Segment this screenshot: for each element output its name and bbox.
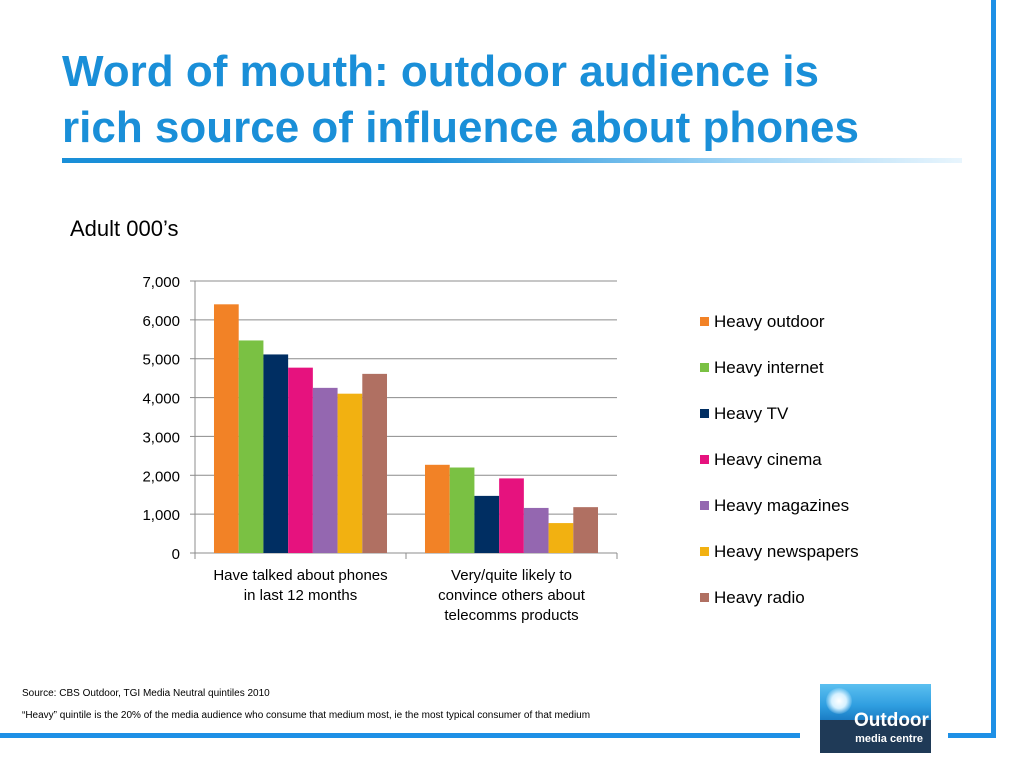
bar [424, 464, 450, 553]
bar [288, 367, 313, 553]
y-tick-label: 0 [172, 546, 180, 563]
slide-border-bottom-right [948, 733, 996, 738]
bar [573, 507, 599, 553]
x-category-label: convince others about [438, 587, 586, 604]
legend-swatch [700, 455, 709, 464]
legend-swatch [700, 317, 709, 326]
y-tick-label: 7,000 [142, 274, 180, 291]
bar [238, 340, 264, 553]
legend-item: Heavy radio [700, 588, 859, 634]
bar [263, 354, 289, 553]
logo-light-icon [826, 688, 852, 714]
legend-label: Heavy magazines [714, 496, 850, 515]
source-note: Source: CBS Outdoor, TGI Media Neutral q… [22, 688, 270, 699]
slide-border-bottom [0, 733, 800, 738]
y-tick-label: 3,000 [142, 429, 180, 446]
bar [499, 478, 524, 553]
legend-item: Heavy TV [700, 404, 859, 450]
legend-label: Heavy TV [714, 404, 789, 423]
bar [362, 373, 388, 553]
y-tick-label: 5,000 [142, 352, 180, 369]
slide-border-right [991, 0, 996, 738]
x-category-label: Very/quite likely to [451, 567, 572, 584]
bar [523, 507, 549, 553]
bar [312, 387, 338, 553]
y-tick-label: 1,000 [142, 507, 180, 524]
logo-tagline: media centre [855, 733, 923, 745]
y-tick-label: 2,000 [142, 468, 180, 485]
legend-label: Heavy radio [714, 588, 805, 607]
legend-swatch [700, 593, 709, 602]
legend-swatch [700, 547, 709, 556]
legend-swatch [700, 409, 709, 418]
outdoor-media-centre-logo: Outdoor media centre [820, 684, 931, 753]
footnote: “Heavy” quintile is the 20% of the media… [22, 710, 591, 721]
y-tick-label: 6,000 [142, 313, 180, 330]
y-tick-label: 4,000 [142, 391, 180, 408]
legend-item: Heavy cinema [700, 450, 859, 496]
legend-item: Heavy newspapers [700, 542, 859, 588]
legend-item: Heavy internet [700, 358, 859, 404]
legend-label: Heavy cinema [714, 450, 822, 469]
bar [474, 495, 500, 553]
x-category-label: in last 12 months [244, 587, 357, 604]
slide-title: Word of mouth: outdoor audience is rich … [62, 44, 982, 156]
legend-label: Heavy outdoor [714, 312, 825, 331]
chart-unit-label: Adult 000’s [70, 216, 179, 241]
bar [548, 523, 574, 553]
slide-title-line-2: rich source of influence about phones [62, 103, 859, 152]
x-category-label: telecomms products [444, 607, 578, 624]
legend-swatch [700, 501, 709, 510]
legend-item: Heavy outdoor [700, 312, 859, 358]
legend-label: Heavy newspapers [714, 542, 859, 561]
legend-label: Heavy internet [714, 358, 824, 377]
legend-item: Heavy magazines [700, 496, 859, 542]
bar-chart: 0 1,000 2,000 3,000 4,000 5,000 6,000 7,000 Have… [142, 274, 618, 624]
bar [337, 393, 363, 553]
bar [213, 304, 239, 553]
legend-swatch [700, 363, 709, 372]
slide-title-line-1: Word of mouth: outdoor audience is [62, 47, 819, 96]
x-category-label: Have talked about phones [213, 567, 387, 584]
bar [449, 467, 475, 553]
chart-legend: Heavy outdoor Heavy internet Heavy TV Heavy… [700, 312, 859, 634]
title-underline [62, 158, 962, 163]
logo-wordmark: Outdoor [854, 710, 929, 731]
